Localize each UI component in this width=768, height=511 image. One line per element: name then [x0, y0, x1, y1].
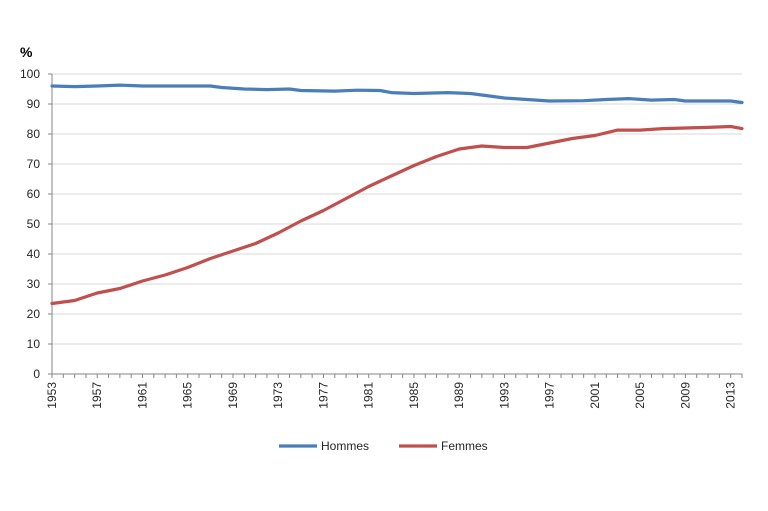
x-tick-label: 1997: [543, 382, 557, 409]
axes: [48, 73, 743, 378]
x-tick-label: 1981: [362, 382, 376, 409]
y-tick-label: 70: [27, 157, 41, 171]
legend-label-femmes: Femmes: [441, 439, 488, 453]
y-tick-label: 90: [27, 97, 41, 111]
x-tick-label: 1985: [407, 382, 421, 409]
x-tick-label: 1977: [316, 382, 330, 409]
x-tick-label: 1953: [45, 382, 59, 409]
x-tick-label: 1989: [452, 382, 466, 409]
x-tick-label: 2005: [633, 382, 647, 409]
legend-label-hommes: Hommes: [321, 439, 369, 453]
x-tick-label: 1957: [90, 382, 104, 409]
y-tick-label: 0: [33, 367, 40, 381]
y-tick-label: 50: [27, 217, 41, 231]
y-tick-label: 60: [27, 187, 41, 201]
y-tick-label: 80: [27, 127, 41, 141]
x-tick-label: 2009: [678, 382, 692, 409]
gridlines: [52, 73, 742, 345]
x-tick-label: 1965: [181, 382, 195, 409]
x-tick-label: 2013: [724, 382, 738, 409]
y-tick-label: 10: [27, 337, 41, 351]
x-tick-labels: 1953 1957 1961 1965 1969 1973 1977 1981 1985 1989…: [45, 382, 738, 409]
y-tick-label: 40: [27, 247, 41, 261]
legend: Hommes Femmes: [279, 439, 488, 453]
y-tick-label: 30: [27, 277, 41, 291]
series-line-hommes: [50, 83, 744, 105]
x-tick-label: 2001: [588, 382, 602, 409]
x-tick-label: 1973: [271, 382, 285, 409]
series-lines: [50, 83, 744, 306]
series-line-femmes: [50, 124, 744, 306]
y-tick-labels: 0 10 20 30 40 50 60 70 80 90 100: [20, 67, 40, 381]
x-tick-label: 1961: [135, 382, 149, 409]
x-tick-label: 1969: [226, 382, 240, 409]
y-axis-unit: %: [20, 44, 33, 60]
y-tick-label: 20: [27, 307, 41, 321]
y-tick-label: 100: [20, 67, 40, 81]
x-tick-label: 1993: [497, 382, 511, 409]
